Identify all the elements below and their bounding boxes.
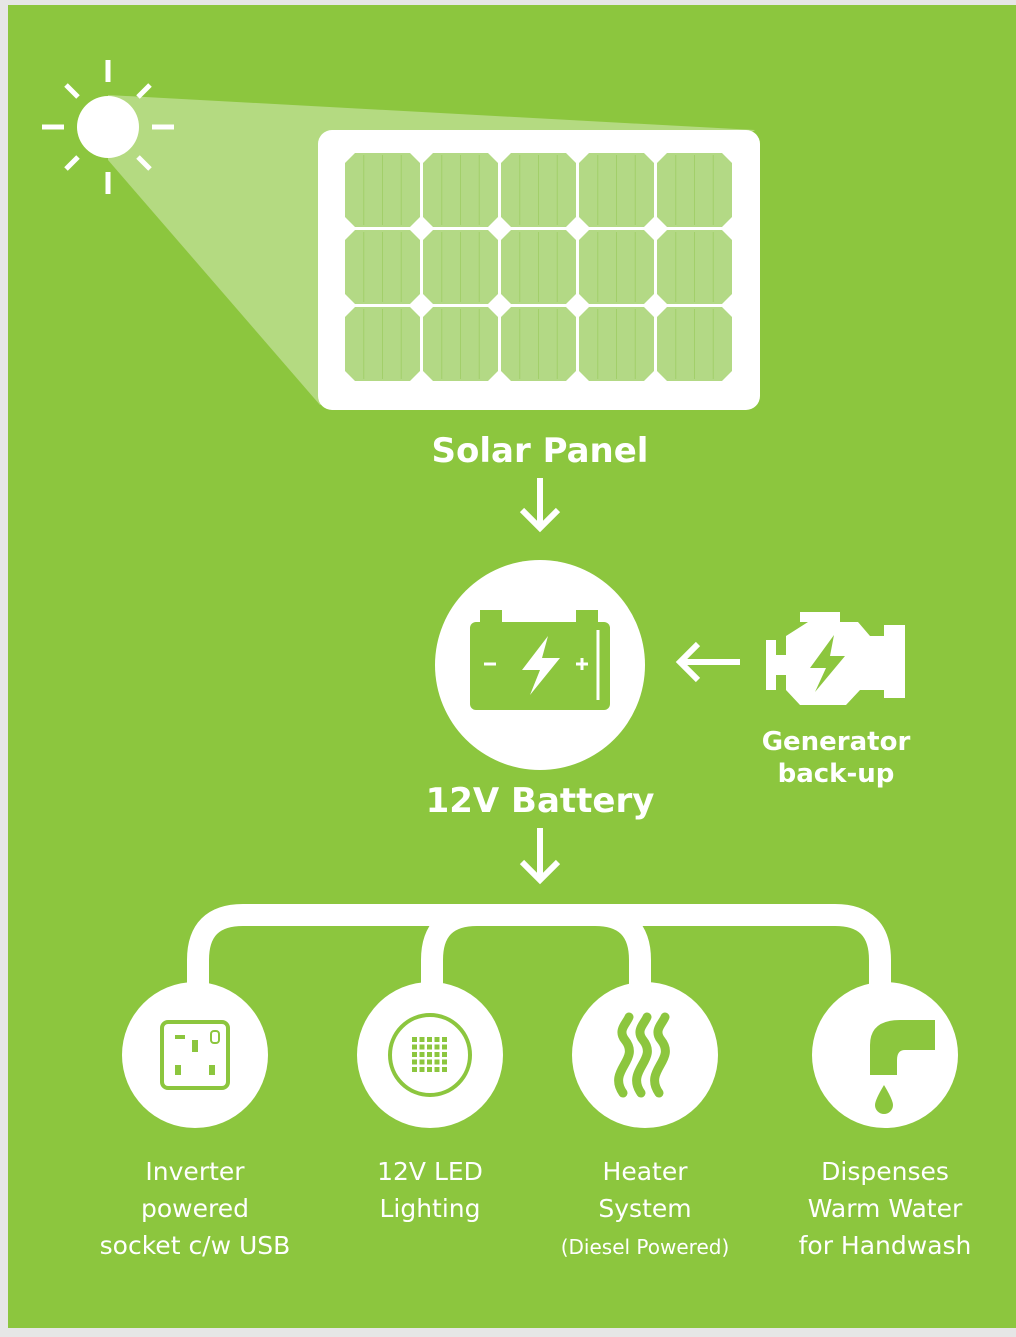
output-label: for Handwash <box>799 1231 972 1260</box>
socket-pin <box>175 1065 181 1075</box>
led-dot <box>420 1037 425 1042</box>
led-dot <box>427 1052 432 1057</box>
led-dot <box>435 1060 440 1065</box>
led-dot <box>412 1037 417 1042</box>
backup-label: Generator <box>762 727 911 757</box>
led-dot <box>442 1052 447 1057</box>
led-dot <box>412 1060 417 1065</box>
led-dot <box>427 1067 432 1072</box>
led-dot <box>442 1067 447 1072</box>
led-dot <box>435 1052 440 1057</box>
solar-panel-icon <box>318 130 760 410</box>
led-dot <box>442 1037 447 1042</box>
backup-label: back-up <box>778 759 895 789</box>
output-label: Inverter <box>145 1157 245 1186</box>
socket-pin <box>192 1040 198 1052</box>
output-label: (Diesel Powered) <box>561 1235 730 1259</box>
led-dot <box>412 1052 417 1057</box>
led-dot <box>435 1067 440 1072</box>
led-dot <box>420 1045 425 1050</box>
led-dot <box>427 1037 432 1042</box>
output-label: Lighting <box>379 1194 480 1223</box>
led-dot <box>412 1067 417 1072</box>
storage-label: 12V Battery <box>426 781 655 821</box>
led-dot <box>442 1045 447 1050</box>
page: Solar Panel Generator back-up 12V Batter… <box>0 0 1016 1337</box>
led-dot <box>427 1060 432 1065</box>
led-dot <box>442 1060 447 1065</box>
output-label: socket c/w USB <box>100 1231 291 1260</box>
output-label: powered <box>141 1194 249 1223</box>
output-label: Dispenses <box>821 1157 949 1186</box>
socket-pin <box>175 1035 185 1039</box>
led-dot <box>420 1060 425 1065</box>
battery-icon <box>435 560 645 770</box>
output-circle <box>122 982 268 1128</box>
socket-pin <box>209 1065 215 1075</box>
led-dot <box>420 1067 425 1072</box>
output-label: Warm Water <box>808 1194 963 1223</box>
led-dot <box>420 1052 425 1057</box>
diagram: Solar Panel Generator back-up 12V Batter… <box>0 0 1016 1337</box>
led-dot <box>412 1045 417 1050</box>
source-label: Solar Panel <box>432 431 649 471</box>
led-dot <box>435 1037 440 1042</box>
led-dot <box>427 1045 432 1050</box>
output-label: System <box>598 1194 691 1223</box>
led-dot <box>435 1045 440 1050</box>
output-label: Heater <box>603 1157 689 1186</box>
output-label: 12V LED <box>377 1157 483 1186</box>
